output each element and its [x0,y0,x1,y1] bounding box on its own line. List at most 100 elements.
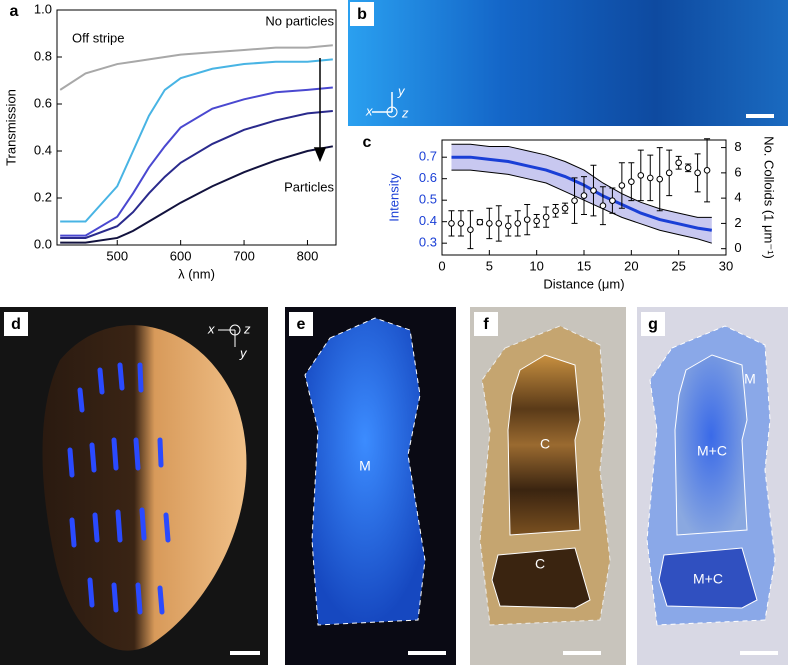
point [448,220,455,227]
x-tick-label: 800 [297,248,319,263]
point [599,202,607,210]
point [476,218,484,226]
y2-tick-label: 6 [734,164,741,179]
axis-name: y [397,83,406,98]
region-label: M+C [697,443,727,459]
point [533,217,540,225]
label-box [289,312,313,336]
panel-label: a [10,3,19,20]
panel-f: f C C [470,307,626,665]
panel-b: b x y z [348,0,788,126]
point [571,197,578,204]
x-axis-label: Distance (μm) [543,276,624,291]
annotation: No particles [265,13,334,28]
point [609,197,616,204]
region-label: M+C [693,571,723,587]
y2-tick-label: 8 [734,139,741,154]
panel-label: d [11,316,21,333]
point [703,167,711,174]
y-tick-label: 1.0 [34,1,52,16]
point [637,172,645,179]
y-tick-label: 0.6 [34,95,52,110]
label-box [350,2,374,26]
y-tick-label: 0.4 [419,213,437,228]
panel-label: f [483,316,489,333]
point [486,220,493,227]
point [514,220,522,227]
y2-tick-label: 4 [734,190,741,205]
point [665,169,673,177]
x-tick-label: 30 [719,258,733,273]
y-tick-label: 0.0 [34,236,52,251]
region-label: C [535,556,545,572]
label-box [641,312,665,336]
panel-g: g M M+C M+C [637,307,788,665]
y-axis-label: Intensity [386,173,401,222]
y-axis-label: Transmission [3,89,18,166]
panel-label: b [357,6,367,23]
y-tick-label: 0.2 [34,189,52,204]
outline [304,317,426,626]
arrow [313,58,327,162]
annotation: Particles [284,179,334,194]
axis-name: x [207,321,215,336]
y-tick-label: 0.7 [419,149,437,164]
axis-symbol [229,324,241,336]
point [656,175,664,183]
region [507,354,581,536]
y-tick-label: 0.3 [419,235,437,250]
panel-d: d x z y [0,307,268,665]
micrograph [348,0,788,126]
point [542,213,550,221]
x-tick-label: 25 [671,258,685,273]
scale-bar [563,651,601,655]
scale-bar [230,651,260,655]
point [457,220,465,227]
scale-bar [408,651,446,655]
point [495,220,503,227]
x-tick-label: 0 [438,258,445,273]
point [628,178,635,186]
panel-label: g [648,316,658,333]
y-tick-label: 0.5 [419,192,437,207]
series-line [60,145,334,244]
point [694,169,701,177]
blue-stripes [67,362,171,615]
y-tick-label: 0.6 [419,170,437,185]
point [580,192,588,199]
series-line [60,58,333,223]
region [674,354,748,536]
point [590,187,597,194]
point [618,182,626,189]
axis-name: y [239,345,248,360]
region [491,547,591,609]
axis-name: z [243,321,251,336]
panel-label: c [363,134,372,151]
y-tick-label: 0.8 [34,48,52,63]
shell [42,325,247,651]
point [646,174,654,182]
label-box [474,312,498,336]
series-line [60,110,333,239]
y-tick-label: 0.4 [34,142,52,157]
point [552,207,559,215]
x-tick-label: 5 [486,258,493,273]
x-tick-label: 20 [624,258,638,273]
point [675,159,682,167]
series-line [59,44,333,91]
region-label: C [540,436,550,452]
x-tick-label: 10 [529,258,543,273]
region [658,547,758,609]
x-tick-label: 15 [577,258,591,273]
point [504,222,512,230]
label-box [357,132,377,154]
series-line [60,86,333,237]
series-label: Off stripe [72,30,125,45]
axis-symbol [386,106,398,118]
point [467,226,474,234]
scale-bar [740,651,778,655]
y2-axis-label: No. Colloids (1 μm⁻¹) [762,136,777,259]
y2-tick-label: 0 [734,240,741,255]
